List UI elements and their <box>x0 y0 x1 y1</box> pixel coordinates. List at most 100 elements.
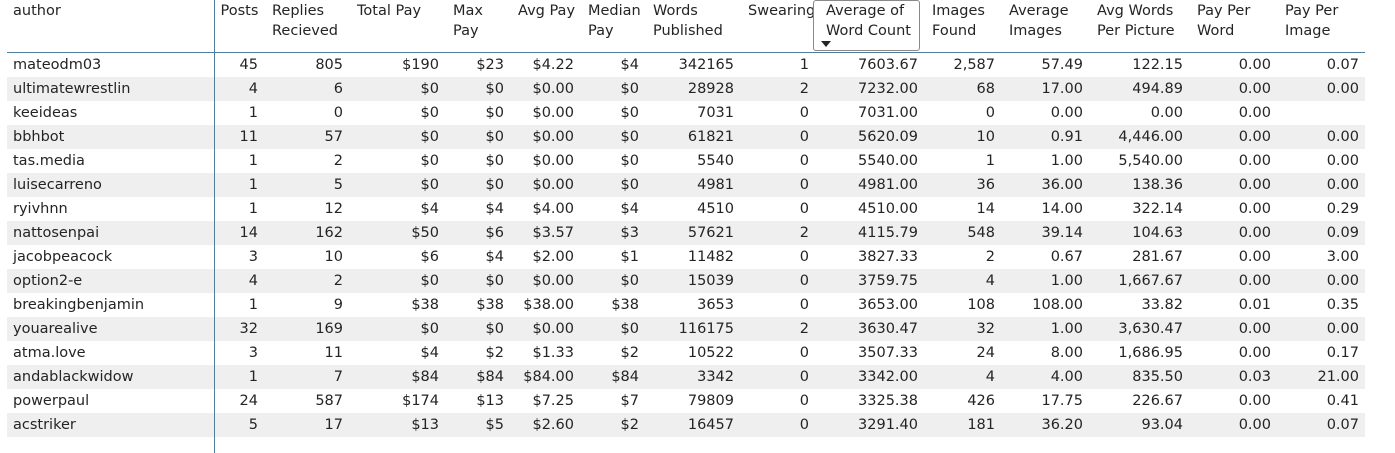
cell-max-pay: $0 <box>445 269 510 293</box>
cell-pay-per-image: 0.07 <box>1326 57 1359 73</box>
table-row[interactable]: luisecarreno 1 5 $0 $0 $0.00 $0 4981 0 4981.00 36 3… <box>7 173 1365 197</box>
column-header-average-images[interactable]: Average Images <box>1001 0 1089 53</box>
data-table: author Posts Replies Recieved Total Pay Max … <box>7 0 1365 453</box>
column-header-pay-per-image[interactable]: Pay Per Image <box>1277 0 1365 53</box>
cell-images-found: 24 <box>976 345 995 361</box>
cell-pay-per-word: 0.00 <box>1189 125 1277 149</box>
cell-pay-per-image: 0.00 <box>1277 317 1365 341</box>
cell-pay-per-image: 0.00 <box>1326 153 1359 169</box>
cell-avg-words-per-picture: 5,540.00 <box>1118 153 1183 169</box>
table-row[interactable]: acstriker 5 17 $13 $5 $2.60 $2 16457 0 3291.40 181… <box>7 413 1365 437</box>
cell-replies-recieved: 162 <box>264 221 349 245</box>
cell-images-found: 2 <box>985 249 995 265</box>
cell-total-pay: $84 <box>349 365 445 389</box>
cell-pay-per-word: 0.03 <box>1189 365 1277 389</box>
cell-pay-per-word: 0.00 <box>1189 413 1277 437</box>
column-header-swearing[interactable]: Swearing <box>740 0 815 53</box>
cell-avg-pay: $0.00 <box>510 173 580 197</box>
cell-posts: 32 <box>214 317 264 341</box>
cell-posts: 1 <box>248 153 258 169</box>
column-header-label: Median Pay <box>588 3 641 39</box>
cell-swearing: 0 <box>799 201 809 217</box>
table-row[interactable]: andablackwidow 1 7 $84 $84 $84.00 $84 3342 0 3342… <box>7 365 1365 389</box>
cell-pay-per-image: 0.07 <box>1277 413 1365 437</box>
table-row[interactable]: nattosenpai 14 162 $50 $6 $3.57 $3 57621 2 4115.7… <box>7 221 1365 245</box>
cell-replies-recieved: 587 <box>315 393 343 409</box>
author-cell <box>7 437 215 453</box>
cell-average-images: 17.75 <box>1041 393 1083 409</box>
cell-swearing <box>740 437 815 453</box>
cell-average-images: 36.20 <box>1001 413 1089 437</box>
cell-posts: 1 <box>214 365 264 389</box>
cell-swearing: 0 <box>799 345 809 361</box>
cell-images-found: 4 <box>924 269 1001 293</box>
column-header-max-pay[interactable]: Max Pay <box>445 0 510 53</box>
column-header-words-published[interactable]: Words Published <box>645 0 740 53</box>
cell-average-of-word-count: 3325.38 <box>858 393 918 409</box>
table-row[interactable]: jacobpeacock 3 10 $6 $4 $2.00 $1 11482 0 3827.33 2… <box>7 245 1365 269</box>
cell-avg-words-per-picture: 138.36 <box>1089 173 1189 197</box>
table-row[interactable]: keeideas 1 0 $0 $0 $0.00 $0 7031 0 7031.00 0 0.00 0.… <box>7 101 1365 125</box>
table-row[interactable] <box>7 437 1365 453</box>
column-header-images-found[interactable]: Images Found <box>924 0 1001 53</box>
table-row[interactable]: ryivhnn 1 12 $4 $4 $4.00 $4 4510 0 4510.00 14 14.00… <box>7 197 1365 221</box>
table-row[interactable]: ultimatewrestlin 4 6 $0 $0 $0.00 $0 28928 2 7232.… <box>7 77 1365 101</box>
column-header-posts[interactable]: Posts <box>214 0 264 53</box>
cell-avg-words-per-picture: 0.00 <box>1150 105 1183 121</box>
cell-average-images: 14.00 <box>1041 201 1083 217</box>
author-cell: tas.media <box>7 149 215 173</box>
author-cell: ultimatewrestlin <box>7 77 215 101</box>
cell-swearing: 0 <box>740 173 815 197</box>
table-row[interactable]: option2-e 4 2 $0 $0 $0.00 $0 15039 0 3759.75 4 1.00… <box>7 269 1365 293</box>
cell-pay-per-word: 0.00 <box>1189 173 1277 197</box>
column-header-average-of-word-count[interactable]: Average of Word Count <box>813 0 924 53</box>
sort-descending-icon[interactable] <box>821 41 831 47</box>
cell-avg-words-per-picture: 322.14 <box>1132 201 1183 217</box>
cell-words-published: 61821 <box>645 125 740 149</box>
column-header-total-pay[interactable]: Total Pay <box>349 0 445 53</box>
cell-median-pay <box>580 437 645 453</box>
cell-words-published: 11482 <box>687 249 734 265</box>
cell-images-found <box>924 437 1001 453</box>
author-cell: nattosenpai <box>7 221 215 245</box>
cell-posts: 4 <box>214 269 264 293</box>
cell-posts: 1 <box>248 201 258 217</box>
cell-images-found: 426 <box>967 393 995 409</box>
cell-pay-per-word: 0.00 <box>1238 57 1271 73</box>
column-header-avg-pay[interactable]: Avg Pay <box>510 0 580 53</box>
column-header-avg-words-per-picture[interactable]: Avg Words Per Picture <box>1089 0 1189 53</box>
author-cell: youarealive <box>7 317 215 341</box>
cell-avg-pay: $84.00 <box>510 365 580 389</box>
cell-swearing: 2 <box>740 77 815 101</box>
table-row[interactable]: bbhbot 11 57 $0 $0 $0.00 $0 61821 0 5620.09 10 0.91… <box>7 125 1365 149</box>
cell-replies-recieved: 9 <box>333 297 343 313</box>
cell-max-pay: $5 <box>445 413 510 437</box>
column-header-median-pay[interactable]: Median Pay <box>580 0 645 53</box>
table-row[interactable]: breakingbenjamin 1 9 $38 $38 $38.00 $38 3653 0 36… <box>7 293 1365 317</box>
table-row[interactable]: atma.love 3 11 $4 $2 $1.33 $2 10522 0 3507.33 24 8.… <box>7 341 1365 365</box>
cell-pay-per-image <box>1277 437 1365 453</box>
cell-pay-per-image: 0.09 <box>1277 221 1365 245</box>
column-header-author[interactable]: author <box>7 0 215 53</box>
cell-replies-recieved <box>264 437 349 453</box>
cell-avg-pay: $3.57 <box>510 221 580 245</box>
cell-avg-pay: $2.60 <box>510 413 580 437</box>
cell-posts: 1 <box>214 173 264 197</box>
table-row[interactable]: youarealive 32 169 $0 $0 $0.00 $0 116175 2 3630.4… <box>7 317 1365 341</box>
cell-max-pay: $0 <box>485 153 504 169</box>
cell-pay-per-image: 3.00 <box>1326 249 1359 265</box>
cell-average-images: 1.00 <box>1050 153 1083 169</box>
cell-swearing: 0 <box>799 249 809 265</box>
cell-avg-words-per-picture: 93.04 <box>1089 413 1189 437</box>
cell-max-pay: $0 <box>445 77 510 101</box>
table-row[interactable]: mateodm03 45 805 $190 $23 $4.22 $4 342165 1 7603.… <box>7 52 1365 77</box>
column-header-replies-recieved[interactable]: Replies Recieved <box>264 0 349 53</box>
table-row[interactable]: tas.media 1 2 $0 $0 $0.00 $0 5540 0 5540.00 1 1.00 5… <box>7 149 1365 173</box>
cell-max-pay: $84 <box>445 365 510 389</box>
cell-posts <box>214 437 264 453</box>
cell-words-published: 16457 <box>645 413 740 437</box>
column-header-pay-per-word[interactable]: Pay Per Word <box>1189 0 1277 53</box>
cell-median-pay: $1 <box>620 249 639 265</box>
table-row[interactable]: powerpaul 24 587 $174 $13 $7.25 $7 79809 0 3325.3… <box>7 389 1365 413</box>
cell-avg-pay: $7.25 <box>532 393 574 409</box>
